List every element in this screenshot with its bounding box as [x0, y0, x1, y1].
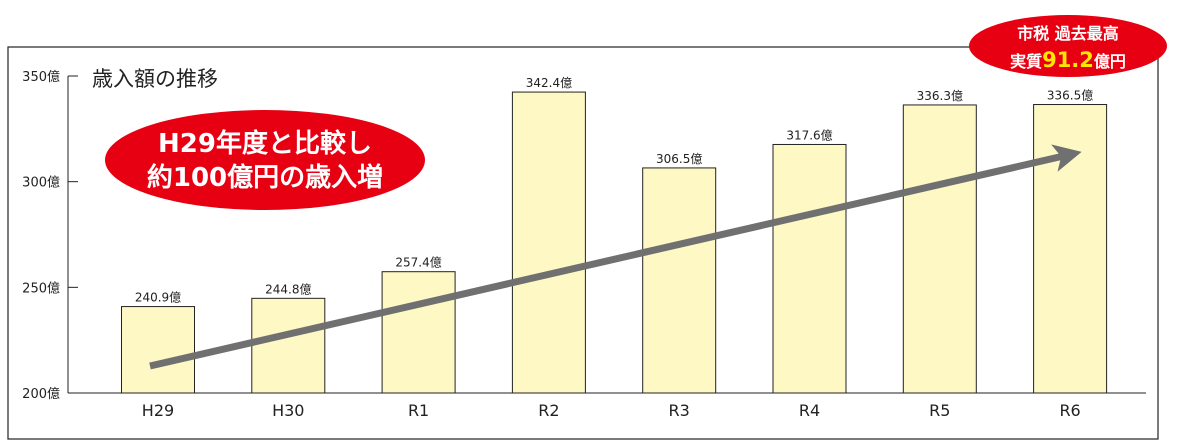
- increase-callout: H29年度と比較し 約100億円の歳入増: [105, 110, 425, 210]
- category-label: R2: [538, 401, 559, 420]
- chart-title: 歳入額の推移: [92, 67, 218, 91]
- record-callout-suffix: 億円: [1094, 52, 1126, 71]
- category-label: R6: [1059, 401, 1080, 420]
- category-label: H30: [272, 401, 304, 420]
- category-label: H29: [142, 401, 174, 420]
- bar-R5: [902, 104, 977, 394]
- bar-R1: [381, 271, 456, 394]
- bar-R3: [642, 167, 717, 394]
- y-tick-label: 200億: [22, 386, 60, 402]
- bar-H29: [121, 306, 195, 394]
- increase-callout-line1: H29年度と比較し: [158, 128, 372, 159]
- y-axis: 200億 250億 300億 350億: [22, 69, 78, 402]
- record-callout-prefix: 実質: [1010, 52, 1042, 71]
- record-callout-value: 91.2: [1042, 48, 1094, 72]
- data-label: 336.5億: [1047, 89, 1093, 103]
- data-label: 317.6億: [786, 128, 832, 142]
- data-label: 240.9億: [135, 291, 181, 305]
- category-label: R3: [669, 401, 690, 420]
- category-label: R1: [408, 401, 429, 420]
- data-label: 244.8億: [265, 282, 311, 296]
- y-tick-label: 300億: [22, 175, 60, 191]
- chart-frame: [7, 46, 1159, 440]
- increase-callout-line2: 約100億円の歳入増: [147, 162, 383, 193]
- data-label: 342.4億: [526, 76, 572, 90]
- data-label: 336.3億: [917, 89, 963, 103]
- data-label: 306.5億: [656, 152, 702, 166]
- category-label: R4: [799, 401, 820, 420]
- record-callout-line1: 市税 過去最高: [1017, 24, 1119, 43]
- trend-arrow: [149, 144, 1082, 370]
- category-labels: H29 H30 R1 R2 R3 R4 R5 R6: [142, 401, 1081, 420]
- svg-text:実質91.2億円: 実質91.2億円: [1010, 48, 1126, 72]
- category-label: R5: [929, 401, 950, 420]
- record-callout: 市税 過去最高 実質91.2億円: [969, 15, 1167, 77]
- bar-R4: [772, 143, 847, 394]
- y-tick-label: 250億: [22, 280, 60, 296]
- y-tick-label: 350億: [22, 69, 60, 85]
- bar-H30: [251, 297, 326, 394]
- data-label: 257.4億: [395, 256, 441, 270]
- bars: 240.9億 244.8億 257.4億 342.4億 306.5億 317.6億 336.…: [121, 76, 1108, 394]
- bar-R6: [1033, 104, 1108, 394]
- bar-R2: [511, 91, 586, 394]
